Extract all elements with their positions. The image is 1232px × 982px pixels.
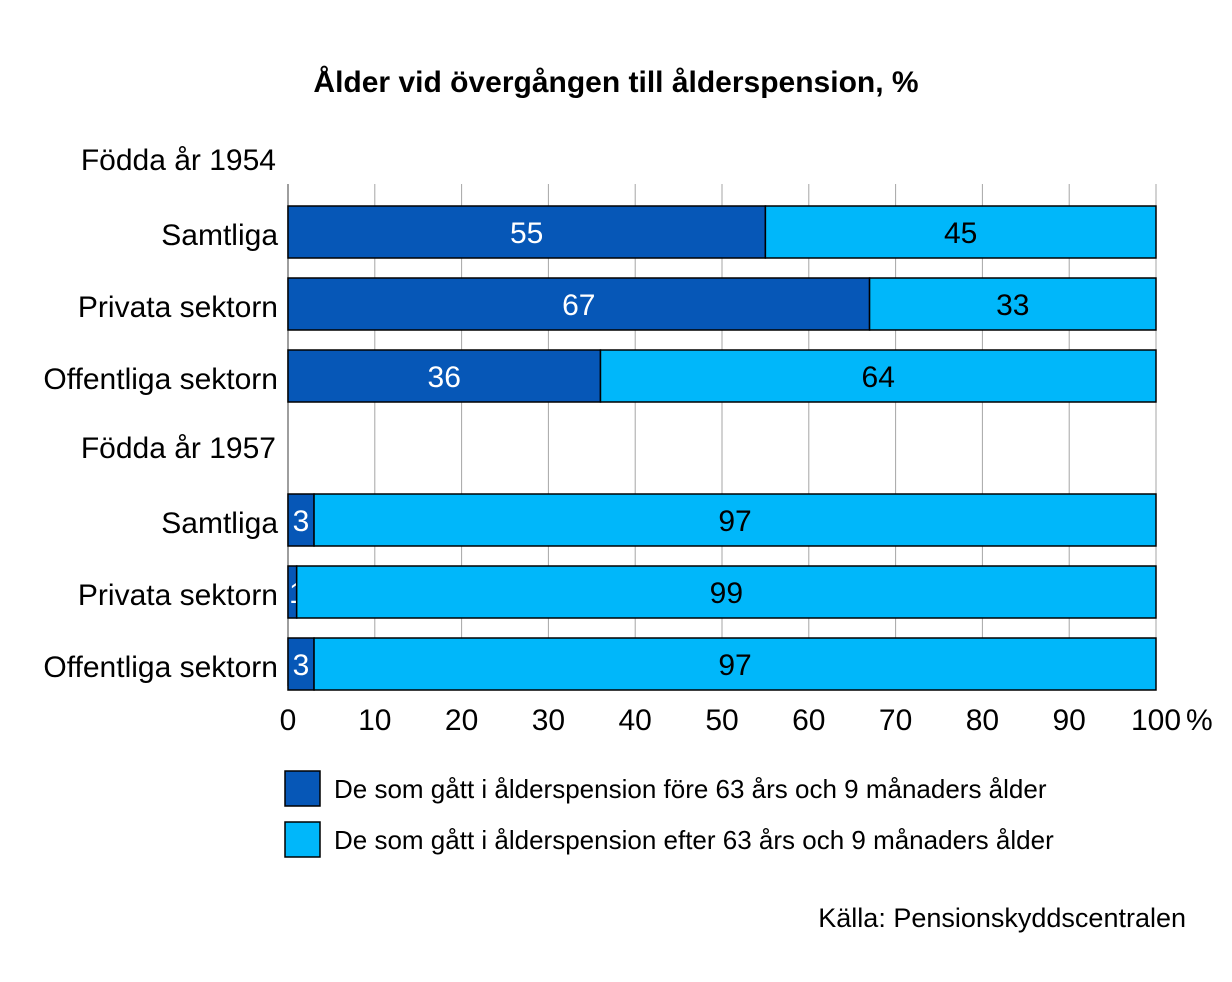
x-tick-label: 60: [792, 704, 825, 737]
data-label: 36: [428, 361, 461, 394]
group-heading: Födda år 1957: [81, 432, 276, 465]
data-label: 3: [293, 649, 310, 682]
x-tick-label: 40: [619, 704, 652, 737]
x-axis-ticks: 0 10 20 30 40 50 60 70 80 90 100%: [280, 704, 1213, 737]
bar-segment: [287, 493, 315, 547]
data-label: 64: [862, 361, 895, 394]
bar-segment: [287, 205, 767, 259]
data-label: 33: [996, 289, 1029, 322]
bar-segment: [313, 637, 1157, 691]
legend-swatch: [284, 770, 321, 807]
category-label: Samtliga: [161, 219, 278, 252]
x-tick-label: 30: [532, 704, 565, 737]
data-label: 99: [710, 577, 743, 610]
category-label: Samtliga: [161, 507, 278, 540]
legend-swatch: [284, 821, 321, 858]
category-label: Privata sektorn: [78, 579, 278, 612]
category-labels: Födda år 1954 Samtliga Privata sektorn Offe…: [43, 144, 278, 684]
bars: 554567333664397199397: [287, 205, 1157, 691]
bar-segment: [287, 277, 871, 331]
x-tick-label: 10: [358, 704, 391, 737]
data-label: 97: [718, 505, 751, 538]
legend-label: De som gått i ålderspension efter 63 års…: [334, 825, 1054, 855]
x-tick-label: 20: [445, 704, 478, 737]
x-tick-label: 0: [280, 704, 297, 737]
x-unit-label: %: [1186, 704, 1213, 737]
bar-segment: [295, 565, 1157, 619]
bar-segment: [313, 493, 1157, 547]
chart-title: Ålder vid övergången till ålderspension,…: [313, 66, 918, 99]
data-label: 3: [293, 505, 310, 538]
source-note: Källa: Pensionskyddscentralen: [818, 903, 1186, 933]
bar-segment: [868, 277, 1157, 331]
category-label: Privata sektorn: [78, 291, 278, 324]
x-tick-label: 50: [705, 704, 738, 737]
data-label: 45: [944, 217, 977, 250]
x-tick-label: 70: [879, 704, 912, 737]
category-label: Offentliga sektorn: [43, 651, 278, 684]
x-tick-label: 80: [966, 704, 999, 737]
x-tick-label: 90: [1053, 704, 1086, 737]
category-label: Offentliga sektorn: [43, 363, 278, 396]
data-label: 97: [718, 649, 751, 682]
legend-label: De som gått i ålderspension före 63 års …: [334, 774, 1047, 804]
legend: De som gått i ålderspension före 63 års …: [284, 770, 1054, 858]
group-heading: Födda år 1954: [81, 144, 276, 177]
data-label: 67: [562, 289, 595, 322]
bar-segment: [764, 205, 1157, 259]
data-label: 55: [510, 217, 543, 250]
x-tick-label: 100: [1131, 704, 1181, 737]
bar-segment: [599, 349, 1157, 403]
